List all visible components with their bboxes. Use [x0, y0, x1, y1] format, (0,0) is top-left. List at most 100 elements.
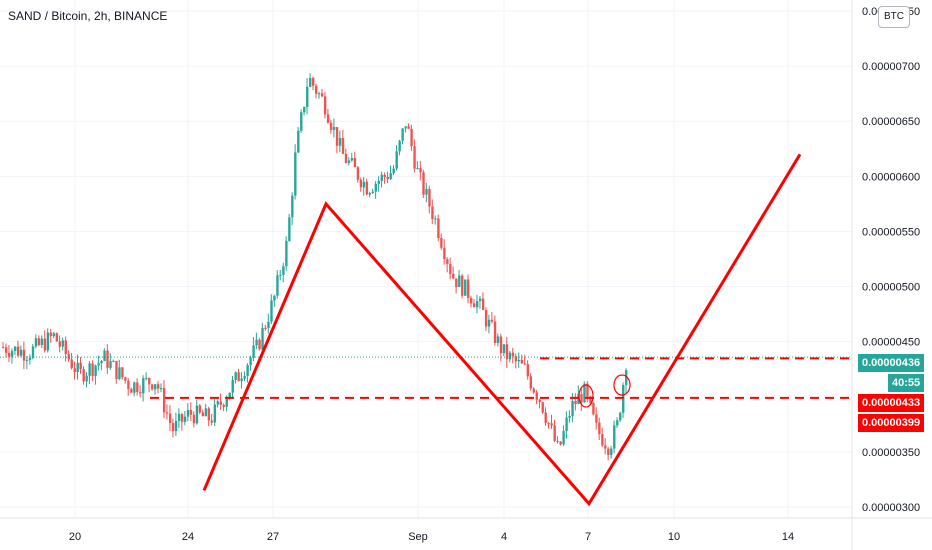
candle-body [174, 420, 178, 432]
candle-body [106, 350, 109, 368]
candle-body [315, 85, 318, 94]
x-tick-label: 27 [267, 531, 279, 543]
candle-body [487, 319, 491, 327]
candle-body [64, 340, 67, 355]
candle-body [246, 365, 249, 376]
grid [0, 0, 852, 518]
candle-body [526, 364, 530, 377]
y-tick-label: 0.00000500 [862, 282, 920, 294]
candle-body [604, 445, 607, 449]
x-tick-label: 24 [182, 531, 194, 543]
candle-body [568, 416, 571, 418]
x-tick-label: 7 [585, 531, 591, 543]
candle-body [493, 321, 497, 344]
candle-body [85, 375, 88, 382]
candle-body [210, 420, 214, 423]
currency-button[interactable]: BTC [878, 6, 910, 28]
candle-body [404, 126, 407, 129]
candle-body [508, 352, 512, 360]
candle-body [151, 384, 154, 390]
candle-body [571, 400, 574, 417]
candle-body [625, 370, 628, 385]
candle-body [100, 360, 103, 364]
candle-body [452, 273, 455, 279]
candle-body [264, 327, 267, 329]
candle-body [88, 363, 91, 376]
candle-body [565, 417, 568, 432]
candle-body [171, 423, 175, 432]
candle-body [31, 346, 35, 358]
candle-body [347, 160, 351, 163]
candle-body [73, 368, 76, 373]
chart-title: SAND / Bitcoin, 2h, BINANCE [8, 9, 168, 23]
candle-body [52, 333, 56, 337]
candle-body [344, 153, 348, 163]
candle-body [16, 346, 20, 356]
circle-mark [613, 374, 631, 396]
candle-body [392, 168, 395, 174]
candle-body [19, 349, 23, 356]
candle-body [398, 140, 401, 152]
candle-body [601, 434, 604, 446]
candle-body [481, 298, 485, 311]
candle-body [121, 367, 124, 378]
y-tick-label: 0.00000600 [862, 171, 920, 183]
candle-body [329, 122, 333, 130]
candle-body [490, 319, 494, 322]
candle-body [255, 339, 258, 346]
candle-body [162, 388, 166, 413]
candle-body [410, 128, 413, 147]
candle-body [502, 344, 506, 354]
candle-body [267, 321, 270, 329]
candle-body [544, 412, 547, 423]
candle-body [219, 401, 222, 405]
candle-body [154, 384, 157, 390]
candle-body [559, 441, 562, 445]
candle-body [577, 394, 580, 405]
candle-body [258, 339, 261, 350]
candle-body [43, 338, 47, 351]
candle-body [157, 384, 160, 389]
candle-body [225, 398, 228, 407]
candle-body [201, 412, 205, 417]
candle-body [165, 412, 169, 414]
candle-body [592, 402, 595, 415]
candle-body [583, 383, 586, 403]
candle-body [350, 158, 354, 161]
y-axis[interactable]: 0.000007500.000007000.000006500.00000600… [851, 0, 920, 550]
candle-body [356, 167, 360, 180]
x-tick-label: 14 [782, 531, 794, 543]
x-tick-label: 20 [69, 531, 81, 543]
candle-body [478, 298, 482, 302]
y-tick-label: 0.00000450 [862, 337, 920, 349]
candle-body [2, 347, 5, 349]
level-1-tag: 0.00000433 [858, 394, 925, 412]
candle-body [556, 440, 559, 442]
candle-body [249, 357, 252, 366]
candle-body [380, 174, 383, 181]
countdown-tag: 40:55 [888, 374, 925, 392]
candle-body [240, 378, 243, 382]
candle-body [484, 310, 488, 327]
candle-body [514, 356, 518, 362]
candle-body [13, 346, 17, 351]
candle-body [204, 408, 208, 417]
candle-body [613, 425, 616, 449]
candle-body [127, 380, 130, 389]
candle-body [505, 344, 509, 360]
candle-body [300, 112, 303, 131]
candle-body [195, 405, 199, 424]
candle-body [91, 363, 94, 376]
candle-body [303, 106, 306, 113]
x-axis[interactable]: 20 24 27 Sep 4 7 10 14 [0, 517, 932, 543]
candle-body [586, 383, 589, 397]
candle-body [124, 377, 127, 381]
candle-body [34, 338, 38, 347]
candle-body [270, 300, 273, 322]
candle-body [434, 218, 437, 220]
candle-body [368, 193, 372, 195]
candle-body [279, 274, 282, 276]
candle-body [237, 372, 240, 382]
candle-body [511, 352, 515, 357]
